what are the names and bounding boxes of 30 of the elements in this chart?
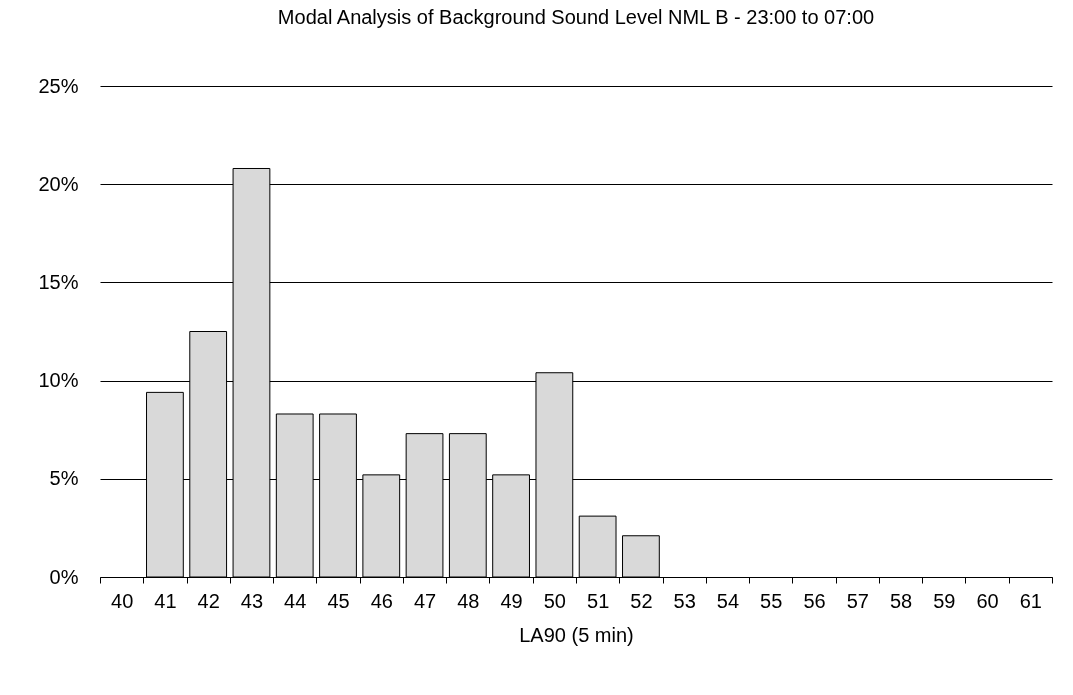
x-tick-label: 52 (630, 589, 653, 612)
x-tick-label: 40 (111, 589, 134, 612)
x-tick-label: 43 (240, 589, 264, 612)
x-tick-label: 44 (284, 589, 307, 612)
x-tick-label: 49 (500, 589, 523, 612)
y-tick-label: 25% (38, 74, 79, 97)
x-tick-label: 56 (803, 589, 826, 612)
x-tick-label: 51 (587, 589, 610, 612)
y-tick-label: 15% (38, 270, 79, 293)
y-tick-label: 5% (49, 467, 79, 490)
x-tick-label: 58 (889, 589, 913, 612)
x-tick-label: 47 (413, 589, 437, 612)
x-tick-label: 60 (976, 589, 999, 612)
x-tick-label: 50 (543, 589, 566, 612)
x-tick-label: 59 (933, 589, 956, 612)
x-tick-label: 54 (716, 589, 740, 612)
x-tick-label: 57 (846, 589, 869, 612)
x-tick-label: 41 (154, 589, 177, 612)
x-tick-label: 46 (370, 589, 393, 612)
x-tick-label: 48 (457, 589, 480, 612)
y-tick-label: 20% (38, 172, 79, 195)
x-tick-label: 61 (1019, 589, 1042, 612)
y-tick-label: 10% (38, 369, 79, 392)
y-tick-label: 0% (49, 565, 79, 588)
x-tick-label: 42 (197, 589, 220, 612)
x-tick-label: 55 (760, 589, 783, 612)
x-axis-title: LA90 (5 min) (519, 623, 634, 646)
chart-title: Modal Analysis of Background Sound Level NML B - 23:00 to 07:00 (277, 6, 875, 28)
x-tick-label: 45 (327, 589, 350, 612)
x-tick-label: 53 (673, 589, 696, 612)
